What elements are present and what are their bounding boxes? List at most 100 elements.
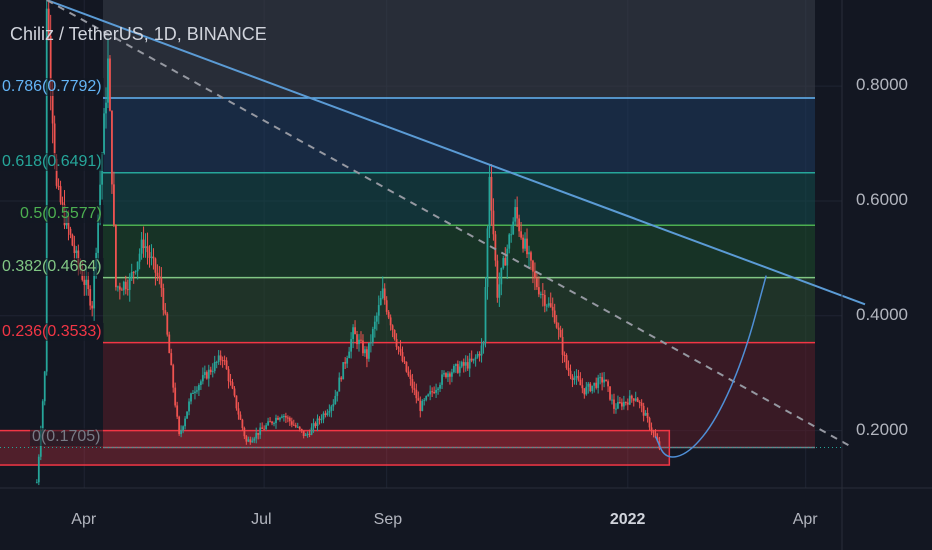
candle-body [89, 289, 92, 306]
candle-body [579, 379, 582, 386]
candle-body [557, 327, 560, 330]
candle-body [385, 300, 388, 312]
candle-body [310, 427, 313, 435]
candle-body [468, 358, 471, 369]
candle-body [118, 286, 121, 290]
candle-body [55, 158, 58, 186]
candle-body [328, 410, 331, 413]
candle-body [198, 385, 200, 391]
fib-band [103, 172, 815, 226]
candle-body [537, 287, 540, 295]
candle-body [454, 364, 457, 366]
candle-body [486, 228, 489, 287]
time-tick-label: 2022 [609, 511, 646, 528]
candle-body [504, 258, 507, 266]
candle-body [150, 256, 153, 258]
fib-band [103, 225, 815, 278]
candle-body [421, 400, 424, 411]
candle-body [532, 260, 534, 272]
candle-body [652, 431, 655, 434]
fibonacci-retracement[interactable] [103, 0, 815, 449]
candle-body [482, 342, 485, 346]
support-zone-box [0, 429, 671, 466]
candle-body [166, 313, 169, 335]
candle-body [120, 289, 123, 291]
candle-body [399, 348, 402, 353]
candle-body [69, 228, 72, 235]
candle-body [308, 433, 311, 435]
candle-body [449, 373, 451, 377]
candle-body [103, 113, 105, 155]
candle-body [217, 355, 220, 362]
candle-body [484, 286, 487, 343]
price-tick-label: 0.2000 [856, 419, 908, 439]
projection-curve [654, 275, 767, 458]
candle-body [613, 399, 615, 409]
candle-body [407, 371, 410, 376]
candle-body [186, 411, 188, 419]
candle-body [267, 421, 269, 426]
candle-body [573, 377, 576, 381]
candle-body [478, 354, 481, 356]
candle-body [41, 401, 44, 431]
candle-body [75, 250, 78, 254]
candle-body [581, 385, 584, 389]
candle-body [237, 408, 240, 415]
candle-body [642, 405, 645, 416]
candle-body [340, 377, 343, 380]
candle-body [583, 388, 586, 395]
candle-body [61, 202, 64, 205]
candle-body [458, 366, 461, 373]
candle-body [213, 362, 216, 372]
dashed-trendline [46, 0, 854, 449]
candle-body [387, 311, 390, 318]
fib-label-0.382: 0.382(0.4664) [0, 257, 104, 276]
candle-body [451, 372, 453, 377]
candle-body [381, 288, 384, 298]
candle-body [122, 281, 125, 291]
candle-body [433, 391, 436, 393]
candle-body [211, 371, 214, 373]
candle-body [514, 207, 517, 222]
candle-body [142, 239, 145, 249]
candle-body [447, 373, 449, 378]
candle-body [294, 425, 297, 427]
fib-band [103, 0, 815, 99]
candle-body [547, 303, 550, 306]
candle-body [312, 423, 315, 428]
candle-body [97, 215, 100, 253]
candle-body [281, 416, 283, 418]
candle-body [427, 394, 430, 397]
candle-body [261, 427, 264, 429]
candle-body [543, 294, 546, 306]
candle-body [595, 382, 598, 388]
candle-body [373, 321, 376, 329]
candle-body [342, 362, 345, 380]
support-zone[interactable] [0, 429, 671, 466]
candle-body [91, 305, 94, 309]
candle-body [362, 340, 364, 354]
candle-body [601, 377, 604, 383]
candle-body [356, 334, 358, 345]
candle-body [419, 400, 422, 411]
candle-body [219, 355, 222, 361]
candle-body [528, 252, 530, 255]
candle-body [290, 421, 293, 425]
candle-body [377, 305, 380, 316]
candle-body [393, 329, 396, 339]
candle-body [360, 339, 362, 341]
candle-body [569, 370, 572, 377]
candle-body [243, 427, 246, 437]
candle-body [188, 401, 190, 412]
candle-body [320, 419, 323, 421]
candle-body [375, 315, 378, 322]
candle-body [555, 322, 558, 328]
candle-body [344, 362, 347, 364]
candle-body [192, 392, 194, 394]
time-tick-label: Apr [792, 511, 818, 528]
candle-body [545, 305, 548, 307]
drawings[interactable] [0, 0, 866, 458]
candle-body [441, 374, 443, 385]
candle-body [626, 402, 629, 405]
